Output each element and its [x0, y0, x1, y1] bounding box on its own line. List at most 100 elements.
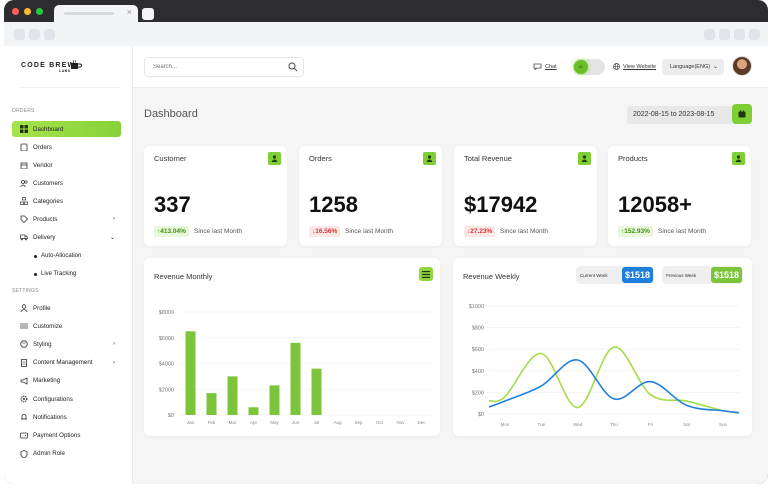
language-value: Language(ENG): [670, 64, 711, 70]
bar-jun[interactable]: [290, 342, 301, 415]
user-icon: [732, 152, 745, 165]
sidebar-item-payment-options[interactable]: Payment Options: [12, 427, 121, 443]
logo[interactable]: CODE BREW LABS: [21, 62, 76, 73]
back-button[interactable]: [14, 29, 25, 40]
dashboard-icon: [20, 125, 28, 133]
current-week-pill[interactable]: Current Week $1518: [576, 266, 654, 284]
x-tick-label: Apr: [250, 420, 258, 425]
user-icon: [423, 152, 436, 165]
sidebar-item-orders[interactable]: Orders: [12, 139, 121, 155]
sidebar-item-categories[interactable]: Categories: [12, 193, 121, 209]
bar-apr[interactable]: [248, 407, 259, 415]
sidebar-item-label: Orders: [33, 143, 52, 151]
bar-mar[interactable]: [227, 376, 238, 415]
stat-card-value: $17942: [464, 192, 538, 217]
sidebar-item-marketing[interactable]: Marketing: [12, 373, 121, 389]
extension-icon[interactable]: [704, 29, 715, 40]
sidebar-item-products[interactable]: Products ›: [12, 211, 121, 227]
stat-card-since: Since last Month: [194, 228, 243, 235]
x-tick-label: Nov: [396, 420, 405, 425]
y-tick-label: $0: [478, 412, 484, 418]
sidebar-item-dashboard[interactable]: Dashboard: [12, 121, 121, 137]
close-window-button[interactable]: [12, 8, 19, 15]
bar-jan[interactable]: [185, 331, 196, 415]
browser-more-icon[interactable]: [749, 29, 760, 40]
wallet-icon: [20, 431, 28, 439]
browser-tab[interactable]: ×: [54, 5, 138, 22]
revenue-weekly-card: Revenue Weekly Current Week $1518 Previo…: [453, 258, 752, 436]
language-select[interactable]: Language(ENG) ⌄: [662, 59, 724, 75]
browser-window: × CODE BREW LABS ORDERS Dashboard Orders V…: [4, 0, 768, 484]
section-settings-label: SETTINGS: [12, 288, 39, 294]
logo-text: CODE BREW: [21, 62, 76, 69]
y-tick-label: $400: [472, 369, 484, 375]
series-line-current-week[interactable]: [488, 346, 740, 414]
x-tick-label: Jul: [314, 420, 320, 425]
calendar-icon: [738, 110, 746, 118]
sidebar-item-styling[interactable]: Styling ›: [12, 336, 121, 352]
sidebar-item-label: Styling: [33, 340, 52, 348]
sidebar-item-notifications[interactable]: Notifications: [12, 409, 121, 425]
sidebar-item-profile[interactable]: Profile: [12, 300, 121, 316]
search-input[interactable]: [144, 57, 304, 77]
bar-may[interactable]: [269, 385, 280, 415]
sidebar: CODE BREW LABS ORDERS Dashboard Orders Ven…: [4, 46, 133, 484]
section-orders-label: ORDERS: [12, 108, 35, 114]
y-tick-label: $600: [472, 347, 484, 353]
chat-link[interactable]: Chat: [533, 63, 557, 70]
availability-toggle[interactable]: ID: [573, 59, 605, 75]
previous-week-pill[interactable]: Previous Week $1518: [662, 266, 743, 284]
x-tick-label: Wed: [573, 422, 583, 427]
date-range-picker[interactable]: 2022-08-15 to 2023-08-15: [627, 106, 745, 124]
logo-cup-icon: [71, 60, 82, 69]
x-tick-label: Aug: [333, 420, 342, 425]
x-tick-label: Feb: [208, 420, 216, 425]
tab-close-icon[interactable]: ×: [126, 7, 132, 17]
sidebar-item-customers[interactable]: Customers: [12, 175, 121, 191]
sidebar-subitem-live-tracking[interactable]: Live Tracking: [34, 271, 76, 277]
calendar-button[interactable]: [732, 104, 752, 124]
chart-menu-button[interactable]: [419, 267, 433, 281]
chevron-down-icon: ⌄: [109, 234, 115, 241]
x-tick-label: Thu: [610, 422, 618, 427]
admin-icon: [20, 449, 28, 458]
sidebar-item-configurations[interactable]: Configurations: [12, 391, 121, 407]
bar-feb[interactable]: [206, 393, 217, 415]
user-avatar[interactable]: [732, 56, 752, 76]
view-website-link[interactable]: View Website: [613, 63, 656, 70]
user-icon: [268, 152, 281, 165]
minimize-window-button[interactable]: [24, 8, 31, 15]
series-line-previous-week[interactable]: [488, 359, 740, 414]
chevron-right-icon: ›: [113, 359, 115, 366]
sidebar-item-vendor[interactable]: Vendor: [12, 157, 121, 173]
chat-label: Chat: [545, 63, 557, 70]
sidebar-subitem-auto-allocation[interactable]: Auto-Allocation: [34, 253, 81, 259]
current-week-label: Current Week: [580, 272, 608, 278]
profile-icon[interactable]: [719, 29, 730, 40]
revenue-monthly-title: Revenue Monthly: [154, 272, 213, 281]
stat-card-value: 12058+: [618, 192, 693, 217]
browser-menu-icon[interactable]: [734, 29, 745, 40]
bar-jul[interactable]: [311, 368, 322, 415]
x-tick-label: Oct: [376, 420, 384, 425]
x-tick-label: Sep: [354, 420, 363, 425]
revenue-monthly-chart: $0 $2000 $4000 $6000 $8000 Jan Feb Mar Apr May Jun…: [159, 310, 432, 425]
forward-button[interactable]: [29, 29, 40, 40]
new-tab-button[interactable]: [142, 8, 154, 20]
search-icon[interactable]: [288, 62, 298, 72]
x-tick-label: Sun: [719, 422, 728, 427]
sidebar-item-customize[interactable]: Customize: [12, 318, 121, 334]
sidebar-item-content-management[interactable]: Content Management ›: [12, 355, 121, 371]
stat-card-label: Products: [618, 154, 648, 163]
sidebar-item-label: Dashboard: [33, 125, 64, 133]
maximize-window-button[interactable]: [36, 8, 43, 15]
y-tick-label: $2000: [159, 387, 174, 393]
reload-button[interactable]: [44, 29, 55, 40]
stat-card-since: Since last Month: [500, 228, 549, 235]
palette-icon: [20, 340, 28, 349]
truck-icon: [20, 233, 28, 241]
sidebar-item-admin-role[interactable]: Admin Role: [12, 446, 121, 462]
users-icon: [20, 179, 28, 187]
tag-icon: [20, 215, 28, 223]
sidebar-item-delivery[interactable]: Delivery ⌄: [12, 229, 121, 245]
